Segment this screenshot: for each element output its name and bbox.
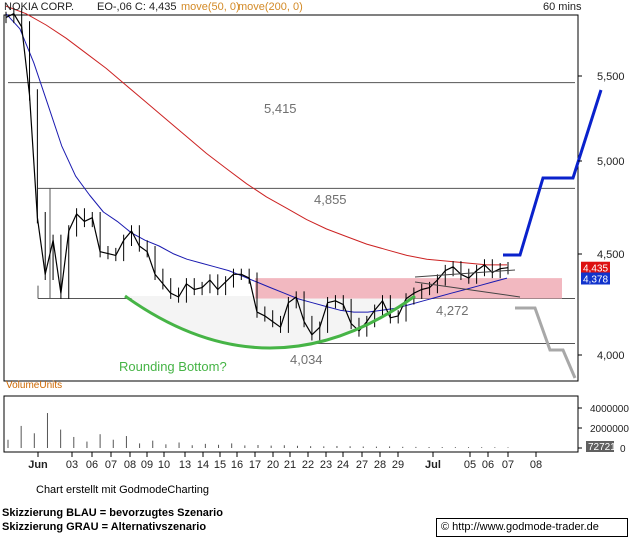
chart-sketch-lines [124, 89, 603, 379]
volume-y-tick-label: 4000000 [590, 404, 629, 415]
chart-credit: Chart erstellt mit GodmodeCharting [36, 484, 210, 496]
price-badge-label: 4,378 [583, 274, 608, 285]
x-tick-label: 22 [302, 459, 314, 471]
x-tick-label: 09 [141, 459, 153, 471]
rounding-bottom-curve [124, 294, 416, 350]
x-tick-label: 15 [214, 459, 226, 471]
x-tick-label: 03 [66, 459, 78, 471]
x-tick-label: 27 [356, 459, 368, 471]
volume-y-tick-label: 0 [620, 444, 626, 455]
source-url[interactable]: © http://www.godmode-trader.de [441, 521, 599, 533]
x-tick-label: 08 [530, 459, 542, 471]
y-tick-label: 5,000 [597, 156, 625, 168]
x-tick-label: 07 [105, 459, 117, 471]
ma200-line [5, 5, 507, 266]
ma200-legend: move(200, 0) [238, 1, 303, 13]
ma50-line [5, 13, 508, 313]
price-badge [581, 272, 610, 285]
y-tick-label: 5,500 [597, 71, 625, 83]
y-tick-label: 4,000 [597, 350, 625, 362]
x-tick-label: 17 [249, 459, 261, 471]
legend-blue-scenario: Skizzierung BLAU = bevorzugtes Szenario [2, 507, 223, 519]
rounding-bottom-annotation: Rounding Bottom? [119, 359, 227, 374]
level-label-5415: 5,415 [264, 101, 297, 116]
x-tick-label: 28 [374, 459, 386, 471]
volume-badge [586, 441, 614, 452]
x-tick-label: 20 [267, 459, 279, 471]
quote-label: EO-,06 C: 4,435 [97, 1, 177, 13]
price-badge-label: 4,435 [583, 264, 608, 275]
price-series [5, 7, 509, 341]
price-panel-frame [3, 14, 579, 382]
x-tick-label: 10 [158, 459, 170, 471]
volume-panel-title: VolumeUnits [6, 380, 63, 391]
panel-frames [3, 14, 579, 453]
price-badge [581, 261, 610, 274]
y-tick-label: 4,500 [597, 249, 625, 261]
triangle-lower-line [414, 281, 521, 298]
x-tick-label: 06 [86, 459, 98, 471]
axis-ticks: 5,500 5,000 4,500 4,000 Jun 03 06 07 08 09 10 13 14 1… [4, 71, 625, 471]
x-tick-label: 29 [392, 459, 404, 471]
ma50-series [5, 13, 508, 313]
ma50-legend: move(50, 0) [181, 1, 240, 13]
x-tick-label: 06 [482, 459, 494, 471]
x-tick-label: 05 [464, 459, 476, 471]
level-label-4855: 4,855 [314, 192, 347, 207]
volume-panel-frame [3, 395, 579, 453]
x-tick-label: Jun [28, 459, 48, 471]
x-tick-label: 07 [502, 459, 514, 471]
legend-gray-scenario: Skizzierung GRAU = Alternativszenario [2, 521, 207, 533]
symbol-label: NOKIA CORP. [4, 1, 75, 13]
x-tick-label: 16 [231, 459, 243, 471]
volume-y-tick-label: 2000000 [590, 424, 629, 435]
volume-badge-label: 72721 [588, 442, 616, 453]
x-tick-label: Jul [425, 459, 441, 471]
x-tick-label: 21 [284, 459, 296, 471]
x-tick-label: 24 [337, 459, 349, 471]
level-label-4034: 4,034 [290, 352, 323, 367]
x-tick-label: 14 [197, 459, 209, 471]
scenario-gray-path [515, 306, 577, 379]
volume-bars: 4000000 2000000 0 [7, 404, 629, 455]
source-url-box: © http://www.godmode-trader.de [436, 518, 628, 537]
x-tick-label: 23 [320, 459, 332, 471]
triangle-upper-line [414, 269, 516, 278]
x-tick-label: 08 [124, 459, 136, 471]
resistance-zone-rect [255, 278, 562, 299]
ma200-series [5, 5, 507, 266]
timeframe-label: 60 mins [543, 1, 582, 13]
x-tick-label: 13 [179, 459, 191, 471]
scenario-blue-path [503, 89, 603, 257]
level-label-4272: 4,272 [436, 303, 469, 318]
